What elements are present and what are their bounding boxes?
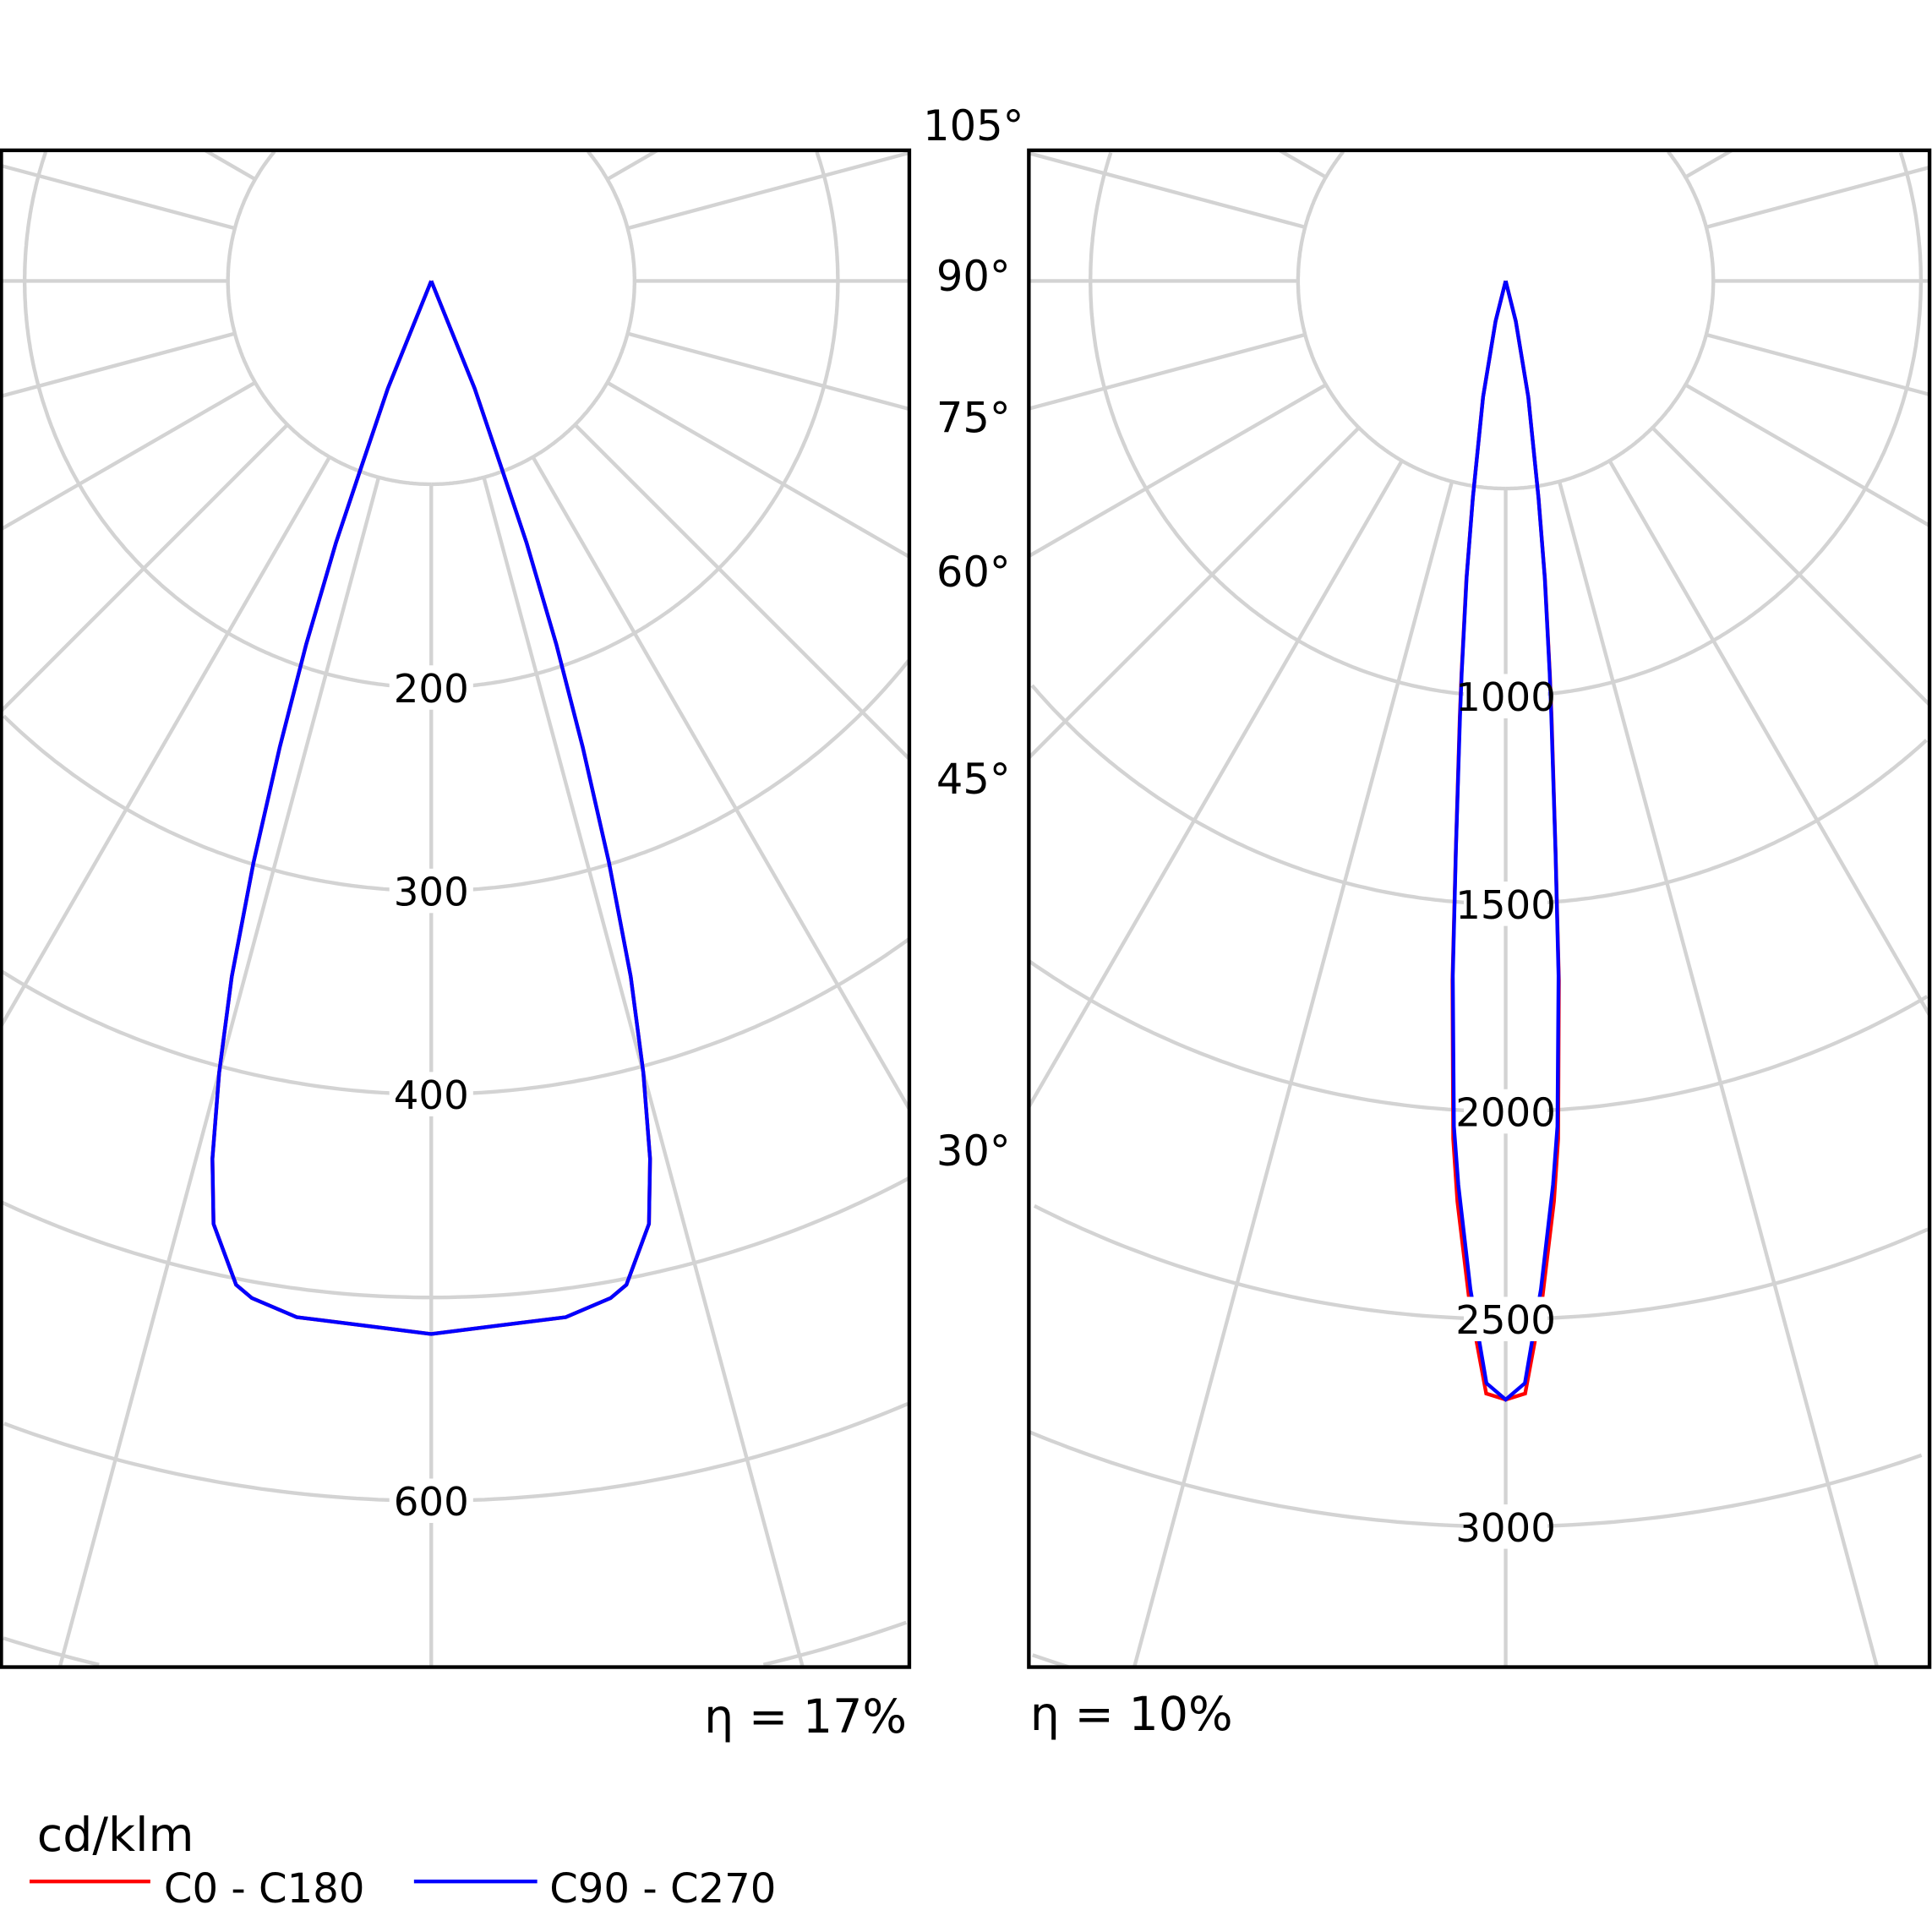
grid-ring bbox=[1505, 151, 1924, 698]
grid-ring bbox=[226, 150, 432, 487]
grid-radial-line bbox=[1706, 332, 1930, 396]
tick-label-bg bbox=[1463, 1504, 1548, 1549]
angle-label-105: 105° bbox=[923, 101, 1023, 150]
tick-label-bg bbox=[389, 1478, 473, 1523]
right-curves bbox=[1450, 280, 1561, 1402]
grid-radial-line bbox=[0, 380, 257, 532]
right-grid bbox=[1029, 150, 1930, 1667]
grid-radial-line bbox=[0, 331, 236, 398]
grid-radial-line bbox=[0, 456, 331, 1029]
grid-radial-line bbox=[204, 150, 257, 182]
radial-tick-label: 200 bbox=[394, 667, 469, 712]
series-curve-c90-c270 bbox=[1450, 280, 1561, 1402]
angle-labels: 105° 90° 75° 60° 45° 30° bbox=[923, 101, 1023, 1176]
series-curve-c90-c270 bbox=[210, 280, 652, 1336]
grid-ring bbox=[1033, 1203, 1506, 1321]
grid-radial-line bbox=[1558, 481, 1879, 1667]
left-frame bbox=[0, 148, 912, 1669]
angle-label-60: 60° bbox=[936, 548, 1011, 597]
grid-ring bbox=[0, 1200, 432, 1300]
angle-label-30: 30° bbox=[936, 1127, 1011, 1176]
radial-tick-label: 2000 bbox=[1455, 1091, 1556, 1137]
tick-label-bg bbox=[1463, 1089, 1548, 1134]
grid-ring bbox=[431, 659, 909, 893]
tick-label-bg bbox=[1463, 674, 1548, 718]
grid-radial-line bbox=[606, 150, 658, 182]
grid-ring bbox=[431, 150, 637, 487]
grid-radial-line bbox=[0, 423, 289, 714]
grid-ring bbox=[762, 1620, 908, 1667]
grid-ring bbox=[1505, 1453, 1923, 1529]
legend-unit: cd/klm bbox=[37, 1809, 194, 1863]
grid-radial-line bbox=[1279, 150, 1327, 179]
grid-radial-line bbox=[1651, 426, 1930, 707]
grid-ring bbox=[1029, 959, 1506, 1114]
grid-radial-line bbox=[0, 163, 236, 231]
right-polar-chart: 1000 1500 2000 2500 3000 η = 10% bbox=[1027, 148, 1932, 1742]
legend-label-c90-c270: C90 - C270 bbox=[549, 1865, 776, 1913]
grid-radial-line bbox=[1132, 481, 1454, 1667]
grid-radial-line bbox=[627, 150, 909, 231]
grid-ring bbox=[2, 714, 432, 893]
grid-ring bbox=[1029, 1430, 1506, 1529]
right-efficiency-label: η = 10% bbox=[1030, 1688, 1233, 1742]
grid-ring bbox=[431, 1176, 909, 1300]
tick-label-bg bbox=[389, 665, 473, 710]
grid-ring bbox=[22, 151, 432, 690]
grid-radial-line bbox=[1684, 150, 1733, 179]
left-polar-chart: 200 300 400 600 η = 17% bbox=[0, 148, 912, 1744]
grid-ring bbox=[431, 151, 840, 690]
right-radial-labels: 1000 1500 2000 2500 3000 bbox=[1455, 674, 1556, 1552]
angle-label-90: 90° bbox=[936, 252, 1011, 301]
grid-ring bbox=[1032, 1653, 1070, 1667]
radial-tick-label: 600 bbox=[394, 1480, 469, 1525]
grid-ring bbox=[1505, 1227, 1929, 1321]
grid-radial-line bbox=[1684, 383, 1930, 527]
radial-tick-label: 3000 bbox=[1455, 1506, 1556, 1552]
tick-label-bg bbox=[1463, 1296, 1548, 1341]
grid-radial-line bbox=[1029, 460, 1404, 1108]
grid-radial-line bbox=[1607, 460, 1930, 1016]
grid-radial-line bbox=[1029, 332, 1306, 411]
grid-radial-line bbox=[1029, 151, 1306, 229]
grid-radial-line bbox=[1706, 166, 1930, 229]
grid-ring bbox=[431, 937, 909, 1096]
radial-tick-label: 1000 bbox=[1455, 675, 1556, 721]
left-efficiency-label: η = 17% bbox=[704, 1690, 907, 1744]
left-radial-labels: 200 300 400 600 bbox=[389, 665, 473, 1525]
radial-tick-label: 300 bbox=[394, 870, 469, 916]
grid-ring bbox=[0, 969, 432, 1096]
grid-ring bbox=[3, 1422, 432, 1503]
grid-ring bbox=[1505, 739, 1928, 906]
grid-ring bbox=[1030, 684, 1506, 906]
tick-label-bg bbox=[389, 868, 473, 914]
right-frame bbox=[1027, 148, 1932, 1669]
grid-radial-line bbox=[531, 456, 909, 1110]
grid-radial-line bbox=[1029, 383, 1327, 558]
grid-ring bbox=[3, 1636, 100, 1667]
grid-radial-line bbox=[627, 331, 909, 411]
grid-ring bbox=[1089, 151, 1506, 698]
radial-tick-label: 2500 bbox=[1455, 1298, 1556, 1344]
legend-label-c0-c180: C0 - C180 bbox=[164, 1865, 365, 1913]
grid-ring bbox=[1505, 150, 1716, 491]
angle-label-45: 45° bbox=[936, 755, 1011, 804]
tick-label-bg bbox=[389, 1072, 473, 1116]
grid-ring bbox=[431, 1401, 909, 1503]
left-curves bbox=[210, 280, 652, 1336]
radial-tick-label: 400 bbox=[394, 1073, 469, 1119]
radial-tick-label: 1500 bbox=[1455, 883, 1556, 929]
legend: cd/klm C0 - C180 C90 - C270 bbox=[29, 1809, 776, 1913]
grid-radial-line bbox=[606, 380, 909, 559]
tick-label-bg bbox=[1463, 881, 1548, 926]
grid-radial-line bbox=[1029, 426, 1361, 759]
grid-radial-line bbox=[573, 423, 909, 760]
grid-ring bbox=[1296, 150, 1506, 491]
grid-ring bbox=[1505, 995, 1929, 1114]
angle-label-75: 75° bbox=[936, 394, 1011, 443]
